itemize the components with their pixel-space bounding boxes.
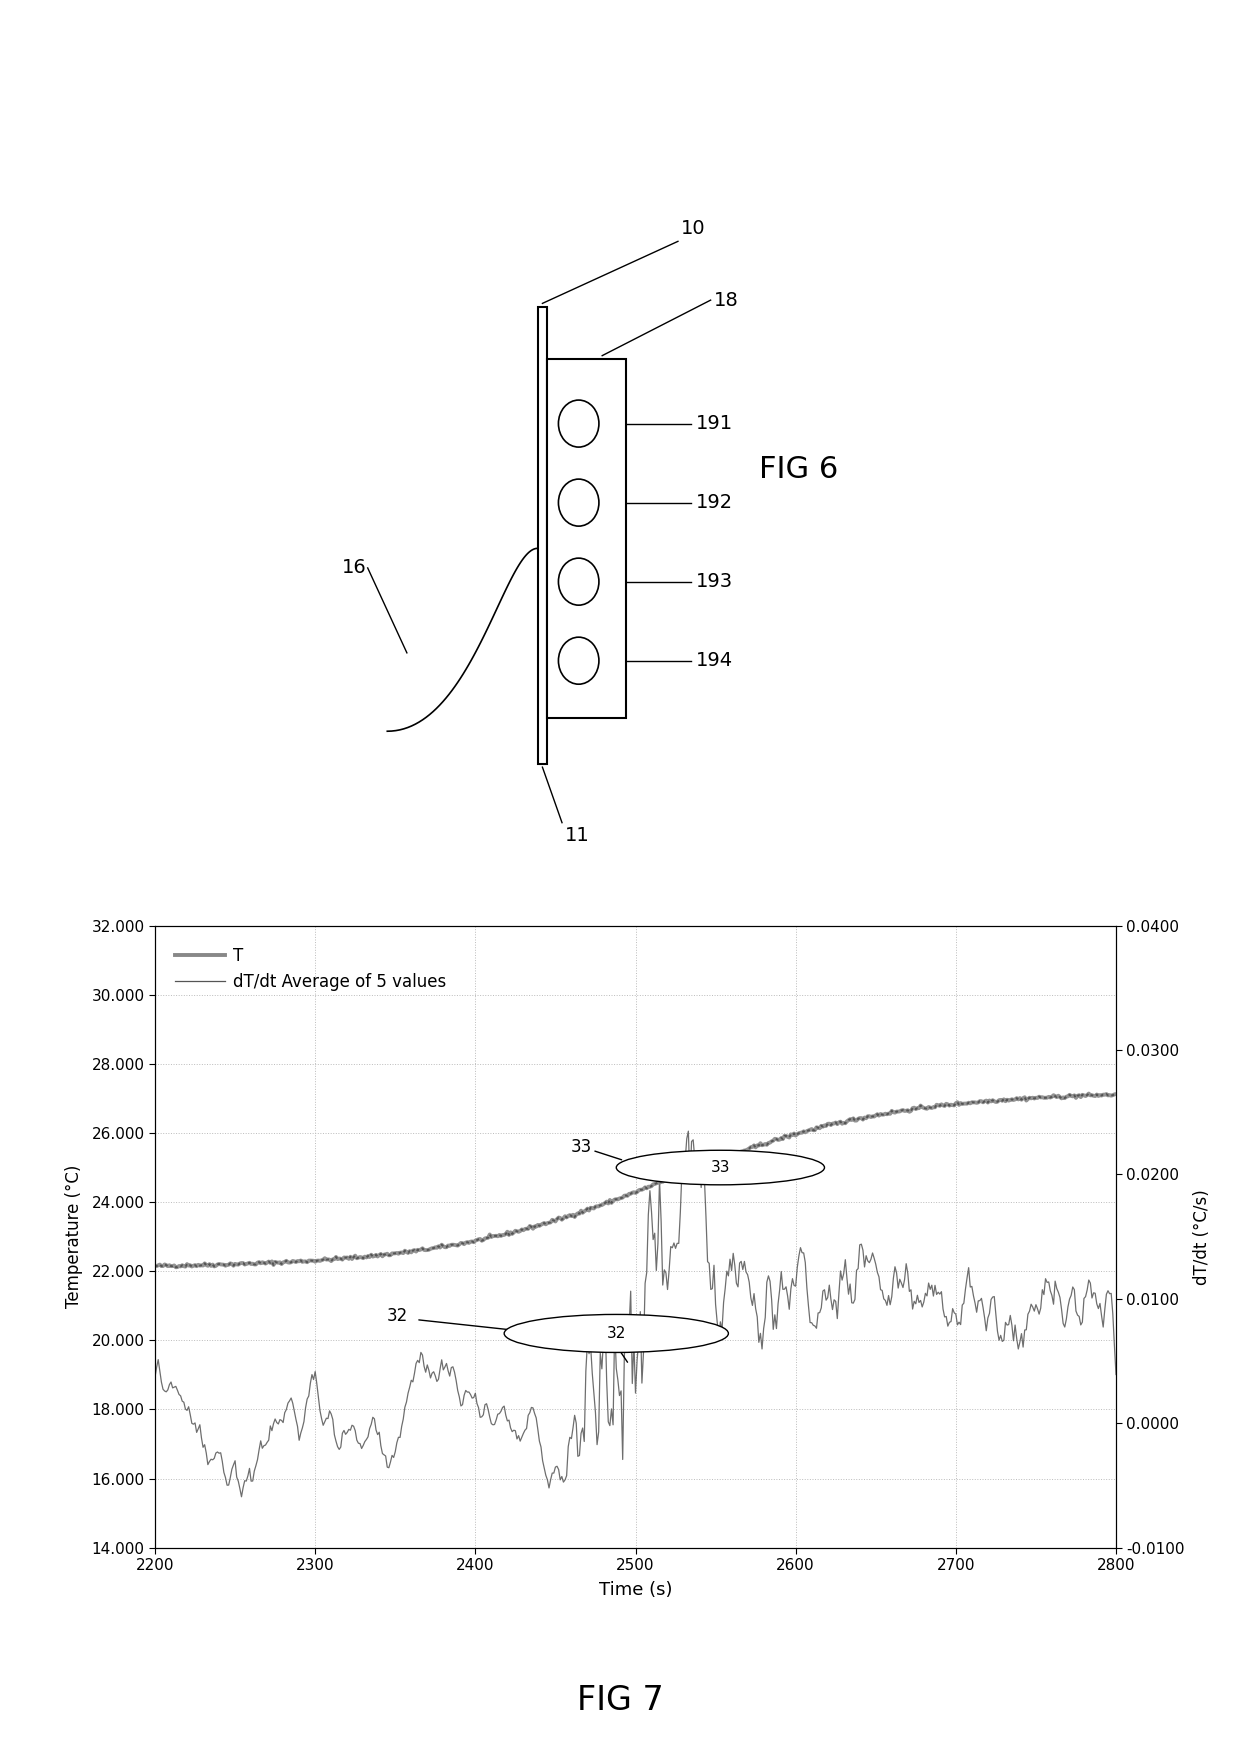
Y-axis label: dT/dt (°C/s): dT/dt (°C/s) — [1193, 1189, 1211, 1285]
Text: 193: 193 — [696, 572, 733, 591]
Text: 33: 33 — [570, 1137, 593, 1156]
Ellipse shape — [558, 558, 599, 605]
Text: 33: 33 — [711, 1160, 730, 1176]
Ellipse shape — [558, 400, 599, 447]
Bar — [547, 358, 626, 718]
Bar — [537, 306, 547, 763]
Ellipse shape — [505, 1315, 728, 1353]
Text: FIG 6: FIG 6 — [759, 456, 838, 485]
Text: 32: 32 — [606, 1325, 626, 1341]
Text: 192: 192 — [696, 494, 733, 511]
Text: 10: 10 — [681, 219, 706, 238]
Text: FIG 7: FIG 7 — [577, 1685, 663, 1716]
Text: 32: 32 — [387, 1308, 408, 1325]
Legend: T, dT/dt Average of 5 values: T, dT/dt Average of 5 values — [169, 941, 453, 998]
Text: 11: 11 — [565, 826, 590, 845]
Text: 191: 191 — [696, 414, 733, 433]
Text: 194: 194 — [696, 650, 733, 670]
Y-axis label: Temperature (°C): Temperature (°C) — [66, 1165, 83, 1308]
X-axis label: Time (s): Time (s) — [599, 1581, 672, 1600]
Ellipse shape — [558, 636, 599, 683]
Ellipse shape — [616, 1149, 825, 1184]
Text: 18: 18 — [714, 290, 739, 310]
Ellipse shape — [558, 480, 599, 527]
Text: 16: 16 — [341, 558, 366, 577]
